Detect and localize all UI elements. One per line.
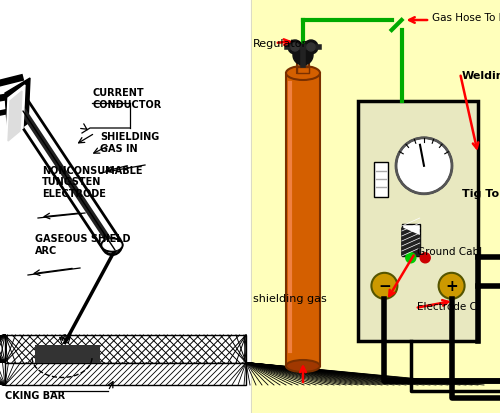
Bar xyxy=(374,163,388,197)
Text: CKING BAR: CKING BAR xyxy=(5,390,65,400)
Ellipse shape xyxy=(103,240,121,250)
Circle shape xyxy=(307,44,315,52)
Polygon shape xyxy=(8,92,22,142)
Circle shape xyxy=(304,41,318,55)
Bar xyxy=(5,363,246,385)
Ellipse shape xyxy=(286,360,320,372)
Polygon shape xyxy=(5,79,30,139)
Polygon shape xyxy=(6,86,25,142)
Text: NONCONSUMABLE
TUNGSTEN
ELECTRODE: NONCONSUMABLE TUNGSTEN ELECTRODE xyxy=(42,165,142,199)
Bar xyxy=(5,335,246,363)
Text: Tig To: Tig To xyxy=(462,189,499,199)
Text: Gas Hose To Machine: Gas Hose To Machine xyxy=(432,13,500,23)
Circle shape xyxy=(420,253,430,263)
Bar xyxy=(358,102,478,341)
Text: Electrode C: Electrode C xyxy=(417,301,477,311)
Ellipse shape xyxy=(286,67,320,81)
Circle shape xyxy=(288,41,302,55)
Text: Ground Cabl: Ground Cabl xyxy=(417,247,482,256)
Bar xyxy=(0,0,251,413)
Ellipse shape xyxy=(101,238,123,252)
Circle shape xyxy=(406,253,416,263)
Text: −: − xyxy=(378,279,391,294)
Circle shape xyxy=(293,46,313,66)
Circle shape xyxy=(396,138,452,195)
Text: Welding: Welding xyxy=(462,71,500,81)
Text: GASEOUS SHIELD
ARC: GASEOUS SHIELD ARC xyxy=(35,234,130,255)
Bar xyxy=(251,0,500,413)
Circle shape xyxy=(438,273,464,299)
Text: CURRENT
CONDUCTOR: CURRENT CONDUCTOR xyxy=(92,88,162,109)
Bar xyxy=(35,345,100,363)
Circle shape xyxy=(372,273,398,299)
Bar xyxy=(286,74,320,366)
Text: +: + xyxy=(445,279,458,294)
Bar xyxy=(402,224,420,256)
Text: shielding gas: shielding gas xyxy=(253,293,327,303)
Polygon shape xyxy=(402,228,420,256)
Circle shape xyxy=(291,44,299,52)
Bar xyxy=(297,68,309,74)
Text: Regulator: Regulator xyxy=(253,39,307,49)
Text: SHIELDING
GAS IN: SHIELDING GAS IN xyxy=(100,132,160,154)
